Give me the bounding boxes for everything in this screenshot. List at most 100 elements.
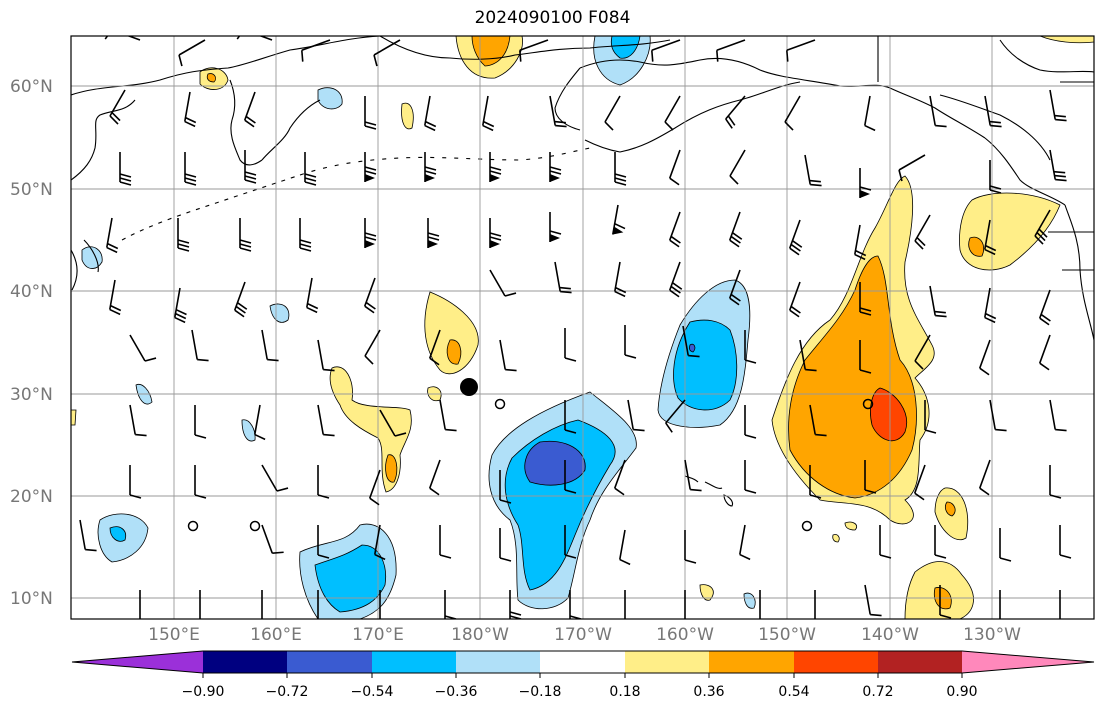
wind-barb [364, 96, 377, 130]
wind-barb [854, 224, 867, 261]
wind-barb [788, 219, 803, 256]
wind-barb [924, 400, 937, 434]
lat-label-40n: 40°N [10, 282, 53, 302]
wind-barb [744, 405, 757, 439]
wind-barb [1059, 590, 1061, 619]
wind-barb [612, 204, 626, 235]
wind-barb [424, 95, 437, 132]
colorbar-label: 0.54 [778, 684, 810, 700]
wind-barb [864, 460, 877, 494]
wind-barb [984, 219, 997, 256]
lon-label-170w: 170°W [554, 625, 612, 645]
wind-barb [668, 211, 681, 248]
wind-barb [194, 405, 207, 439]
wind-barb [233, 281, 248, 318]
wind-barb [989, 399, 1007, 432]
lat-label-10n: 10°N [10, 589, 53, 609]
wind-barb [519, 39, 549, 62]
wind-barb [261, 464, 289, 492]
wind-barb [913, 464, 926, 501]
wind-barb [554, 261, 572, 294]
wind-barb [549, 212, 562, 242]
colorbar-label: −0.18 [518, 684, 562, 700]
wind-barb [1034, 209, 1051, 245]
wind-barb [859, 282, 872, 316]
lon-label-160e: 160°E [250, 625, 302, 645]
wind-barb [624, 325, 637, 359]
wind-barb [665, 399, 686, 433]
wind-barb [129, 465, 142, 499]
wind-barb [799, 339, 817, 372]
wind-barb [428, 329, 441, 366]
map-title: 2024090100 F084 [474, 8, 631, 28]
wind-barb [317, 404, 335, 437]
wind-barb [1049, 149, 1067, 182]
wind-barb [864, 584, 882, 617]
wind-barb [939, 585, 952, 619]
lat-label-30n: 30°N [10, 385, 53, 405]
wind-barb [1038, 289, 1051, 326]
lon-label-150e: 150°E [148, 625, 200, 645]
graticule [71, 36, 1094, 619]
wind-barb [684, 590, 686, 619]
colorbar-segment [287, 651, 372, 673]
colorbar-segment [625, 651, 709, 673]
wind-barb [684, 459, 702, 492]
wind-barb [664, 95, 681, 131]
wind-barb [614, 152, 627, 186]
lon-label-180w: 180°W [451, 625, 509, 645]
wind-barbs [79, 36, 1072, 619]
wind-barb [564, 328, 577, 362]
wind-barb [682, 325, 700, 358]
wind-barb [809, 465, 822, 499]
wind-barb [864, 95, 876, 132]
wind-barb [364, 329, 381, 365]
wind-barb [549, 95, 567, 128]
wind-barb [1049, 465, 1062, 499]
wind-barb [261, 590, 263, 619]
wind-barb [199, 590, 201, 619]
wind-barb [978, 459, 991, 496]
wind-barb [999, 590, 1001, 619]
wind-barb [668, 149, 681, 186]
wind-barb [373, 39, 401, 67]
wind-barb [427, 218, 440, 248]
wind-barb [364, 218, 377, 248]
wind-barb [244, 150, 257, 184]
wind-barb [317, 339, 335, 372]
wind-barb [317, 525, 330, 559]
wind-barb [739, 524, 751, 561]
wind-barb [191, 329, 209, 362]
wind-barb [104, 36, 141, 41]
colorbar-segment [456, 651, 540, 673]
wind-barb [301, 39, 331, 62]
wind-barb [374, 524, 386, 561]
wind-barb [728, 269, 741, 306]
wind-barb [1038, 334, 1051, 371]
wind-barb [79, 519, 97, 552]
wind-barb [363, 277, 376, 314]
wind-barb [744, 460, 757, 494]
wind-barb [317, 590, 319, 619]
colorbar-segment [709, 651, 794, 673]
wind-barb [984, 287, 997, 324]
wind-barb [261, 329, 279, 362]
wind-barb [439, 399, 457, 432]
wind-barb [725, 95, 746, 129]
wind-barb [428, 459, 441, 496]
wind-barb [914, 334, 931, 370]
wind-barb [651, 39, 681, 62]
wind-barb [759, 590, 761, 619]
lat-label-50n: 50°N [10, 180, 53, 200]
lon-label-140w: 140°W [861, 625, 919, 645]
wind-barb [929, 285, 947, 318]
wind-barb [306, 277, 319, 314]
colorbar-extend-min [72, 651, 203, 673]
wind-barb [614, 261, 627, 298]
wind-barb [809, 404, 827, 437]
colorbar-label: 0.18 [609, 684, 641, 700]
wind-barb [624, 590, 626, 619]
wind-barb [489, 152, 502, 182]
wind-barb [119, 152, 132, 186]
wind-barb [424, 152, 437, 182]
